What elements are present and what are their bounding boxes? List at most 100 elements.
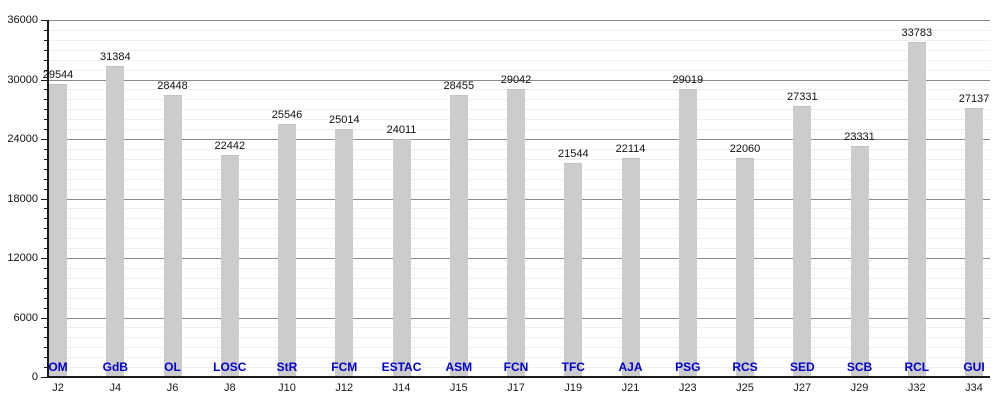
y-axis-tick: [44, 148, 48, 150]
y-axis-tick: [44, 69, 48, 71]
y-tick-label: 36000: [7, 14, 38, 26]
club-label: RCL: [904, 360, 930, 374]
bar-value-label: 28448: [157, 79, 188, 92]
bar-value-label: 22442: [214, 139, 246, 152]
x-tick-label: J4: [109, 382, 122, 394]
bar-value-label: 28455: [443, 79, 475, 92]
y-axis-tick: [44, 297, 48, 299]
gridline-minor: [48, 59, 990, 61]
y-axis-tick: [41, 198, 48, 200]
y-axis-tick: [44, 119, 48, 121]
y-axis-tick: [44, 337, 48, 339]
x-tick-label: J23: [678, 382, 697, 394]
y-axis-tick: [44, 109, 48, 111]
gridline-minor: [48, 39, 990, 41]
y-axis-tick: [44, 178, 48, 180]
x-tick-label: J12: [335, 382, 354, 394]
club-label: ASM: [445, 360, 473, 374]
y-axis-tick: [44, 367, 48, 369]
x-tick-label: J32: [907, 382, 926, 394]
club-label: OM: [48, 360, 68, 374]
y-axis-tick: [44, 39, 48, 41]
x-tick-label: J8: [223, 382, 236, 394]
bar-value-label: 25546: [271, 108, 303, 121]
bar: [965, 107, 983, 378]
gridline-major: [48, 20, 990, 21]
bar: [106, 65, 125, 378]
club-label: AJA: [618, 360, 643, 374]
club-label: SED: [789, 360, 815, 374]
y-axis-tick: [44, 277, 48, 279]
bar: [564, 163, 583, 378]
y-tick-label: 0: [31, 371, 38, 383]
y-axis-tick: [41, 317, 48, 319]
club-label: ESTAC: [381, 360, 422, 374]
bar-value-label: 25014: [329, 113, 360, 126]
y-axis-tick: [44, 218, 48, 220]
club-label: LOSC: [213, 360, 247, 374]
bar-value-label: 31384: [100, 50, 131, 63]
club-label: GdB: [102, 360, 128, 374]
y-tick-label: 12000: [7, 252, 38, 264]
bar-value-label: 27137: [958, 92, 990, 105]
x-tick-label: J6: [166, 382, 179, 394]
bar-value-label: 29042: [500, 74, 532, 86]
y-axis-tick: [44, 238, 48, 240]
y-axis-tick: [44, 29, 48, 31]
y-tick-label: 18000: [7, 192, 38, 205]
y-axis-tick: [41, 20, 48, 21]
y-axis-tick: [44, 248, 48, 250]
y-axis-tick: [44, 168, 48, 170]
bar: [449, 94, 468, 378]
bar: [907, 42, 926, 378]
bar: [793, 106, 812, 378]
bar-value-label: 29019: [672, 74, 704, 87]
bar: [49, 84, 67, 378]
y-tick-label: 6000: [13, 311, 38, 324]
y-axis-tick: [41, 377, 48, 378]
gridline-minor: [48, 49, 990, 51]
x-tick-label: J15: [449, 382, 468, 394]
y-axis-tick: [44, 267, 48, 269]
bar-value-label: 22060: [729, 143, 761, 156]
y-axis-tick: [44, 129, 48, 131]
y-axis-tick: [44, 89, 48, 91]
bar: [678, 89, 697, 378]
gridline-minor: [48, 29, 990, 31]
y-axis-tick: [44, 158, 48, 160]
club-label: OL: [164, 360, 181, 374]
y-axis-tick: [44, 307, 48, 309]
bar: [335, 128, 354, 378]
y-axis-tick: [41, 79, 48, 81]
x-tick-label: J27: [793, 382, 812, 394]
club-label: SCB: [846, 360, 873, 374]
club-label: RCS: [732, 360, 758, 374]
bar-value-label: 21544: [558, 148, 589, 161]
x-tick-label: J10: [278, 382, 296, 394]
club-label: PSG: [675, 360, 701, 374]
club-label: FCM: [331, 360, 358, 374]
x-tick-label: J17: [507, 382, 525, 394]
y-axis-tick: [44, 99, 48, 101]
y-axis-tick: [44, 357, 48, 359]
gridline-major: [48, 79, 990, 81]
club-label: TFC: [561, 360, 585, 374]
y-axis: [47, 20, 49, 378]
bar-value-label: 22114: [615, 142, 646, 155]
bar: [278, 123, 296, 378]
x-tick-label: J19: [564, 382, 583, 394]
y-axis-tick: [41, 139, 48, 140]
bar: [392, 138, 411, 378]
bar: [220, 154, 239, 378]
y-axis-tick: [44, 59, 48, 61]
y-tick-label: 24000: [7, 133, 38, 145]
gridline-minor: [48, 69, 990, 71]
x-tick-label: J2: [52, 382, 64, 394]
y-axis-tick: [44, 208, 48, 210]
y-axis-tick: [44, 49, 48, 51]
x-tick-label: J29: [850, 382, 869, 394]
y-axis-tick: [44, 287, 48, 289]
y-axis-tick: [44, 327, 48, 329]
bar: [736, 158, 754, 378]
